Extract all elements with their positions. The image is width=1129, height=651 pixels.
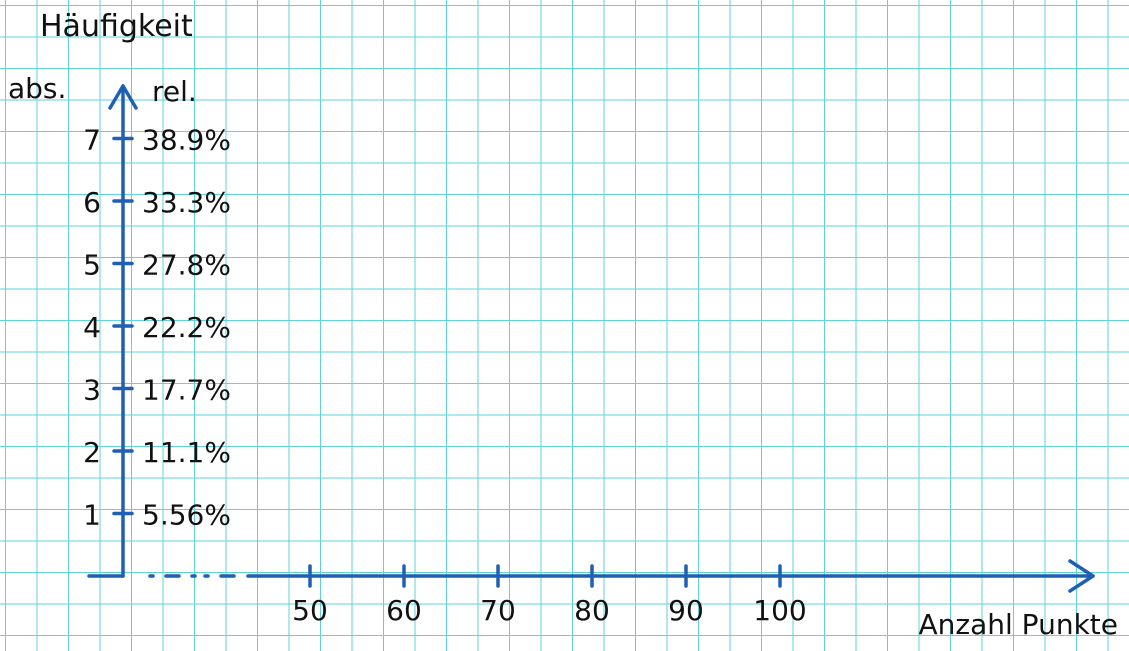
y-axis-abs-label: abs. bbox=[8, 72, 66, 105]
y-tick-label-rel: 33.3% bbox=[142, 186, 231, 219]
x-tick-label: 70 bbox=[480, 594, 516, 627]
y-tick-label-rel: 5.56% bbox=[142, 499, 231, 532]
y-axis-title: Häufigkeit bbox=[40, 9, 193, 44]
y-axis-arrow-icon bbox=[108, 84, 138, 110]
y-axis-rel-label: rel. bbox=[152, 75, 197, 108]
y-tick-label-abs: 3 bbox=[83, 374, 101, 407]
x-tick-label: 60 bbox=[386, 594, 422, 627]
y-tick-label-abs: 6 bbox=[83, 186, 101, 219]
x-tick-label: 80 bbox=[574, 594, 610, 627]
y-tick-label-abs: 1 bbox=[83, 499, 101, 532]
y-tick-label-abs: 4 bbox=[83, 311, 101, 344]
y-tick-label-rel: 38.9% bbox=[142, 124, 231, 157]
x-axis-arrow-icon bbox=[1068, 559, 1095, 593]
y-tick-label-abs: 7 bbox=[83, 124, 101, 157]
x-tick-label: 50 bbox=[292, 594, 328, 627]
y-tick-label-rel: 22.2% bbox=[142, 311, 231, 344]
y-tick-label-abs: 2 bbox=[83, 436, 101, 469]
x-tick-label: 90 bbox=[668, 594, 704, 627]
y-tick-label-rel: 17.7% bbox=[142, 374, 231, 407]
x-axis-title: Anzahl Punkte bbox=[919, 608, 1119, 641]
y-tick-label-rel: 27.8% bbox=[142, 249, 231, 282]
y-tick-label-rel: 11.1% bbox=[142, 436, 231, 469]
y-tick-label-abs: 5 bbox=[83, 249, 101, 282]
x-tick-label: 100 bbox=[753, 594, 806, 627]
